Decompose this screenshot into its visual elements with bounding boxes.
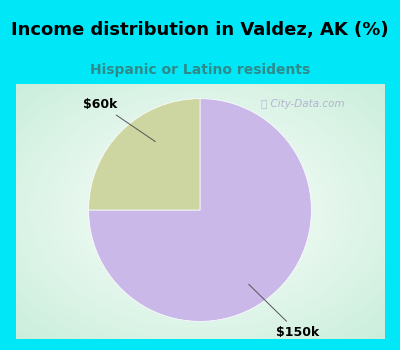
Text: $150k: $150k xyxy=(249,284,320,339)
Text: Hispanic or Latino residents: Hispanic or Latino residents xyxy=(90,63,310,77)
Wedge shape xyxy=(89,99,200,210)
Text: Income distribution in Valdez, AK (%): Income distribution in Valdez, AK (%) xyxy=(11,21,389,39)
Text: $60k: $60k xyxy=(83,98,155,142)
Text: ⓘ City-Data.com: ⓘ City-Data.com xyxy=(261,99,345,110)
Wedge shape xyxy=(89,99,311,321)
